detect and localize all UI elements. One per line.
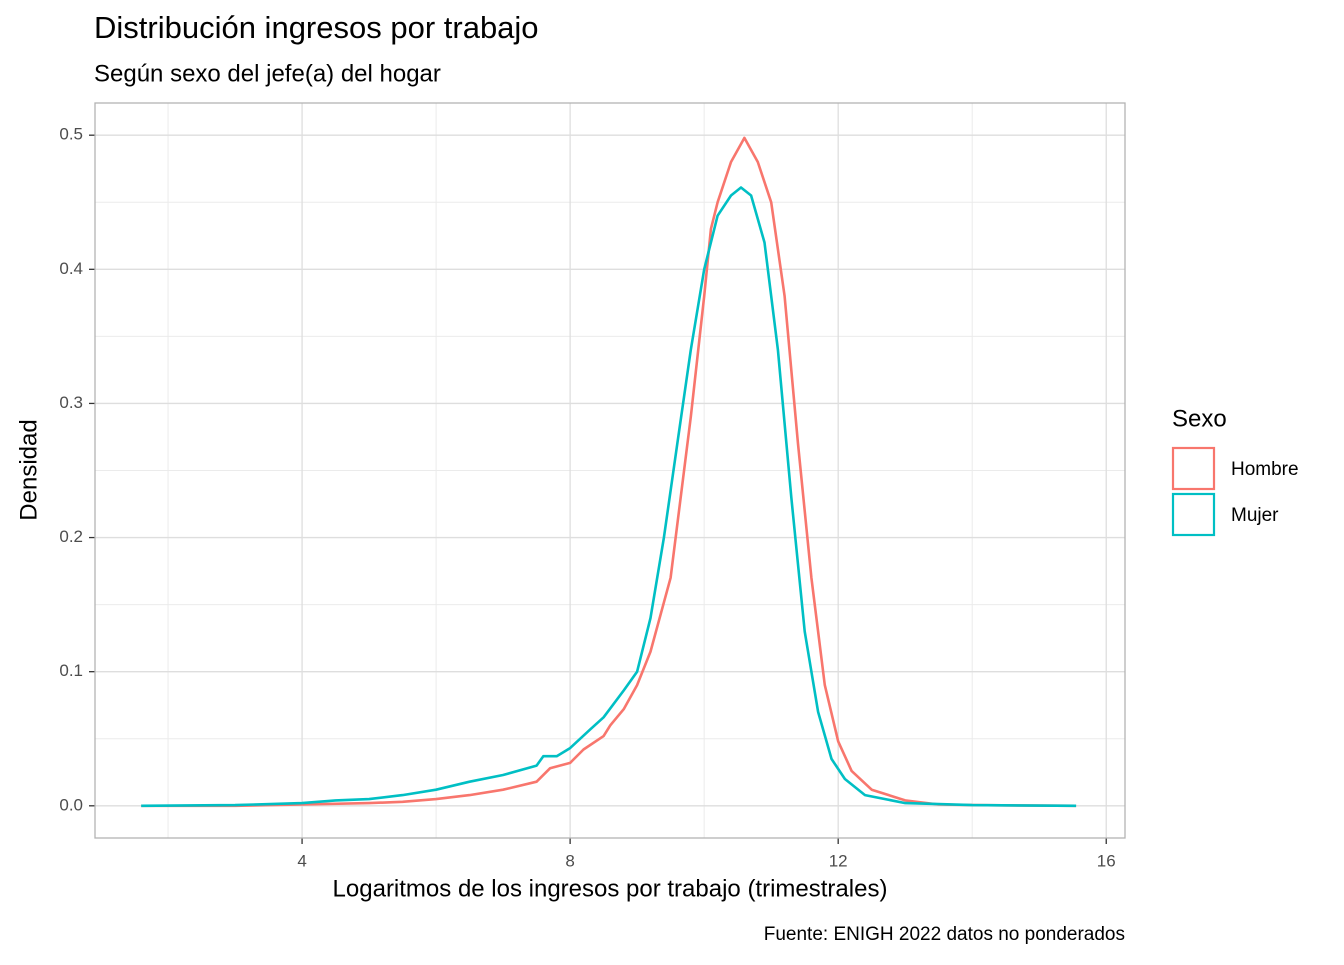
y-tick-label: 0.1: [59, 661, 83, 680]
y-tick-label: 0.5: [59, 125, 83, 144]
density-line: [141, 186, 1077, 808]
legend-key: [1171, 446, 1216, 491]
legend-label: Hombre: [1231, 459, 1299, 480]
x-tick-label: 8: [565, 851, 574, 870]
chart-title: Distribución ingresos por trabajo: [94, 10, 539, 45]
x-tick-label: 12: [829, 851, 848, 870]
chart-subtitle: Según sexo del jefe(a) del hogar: [94, 60, 441, 87]
x-axis-label: Logaritmos de los ingresos por trabajo (…: [333, 875, 888, 902]
density-line: [141, 136, 1077, 808]
legend-label: Mujer: [1231, 505, 1279, 526]
legend-key: [1171, 492, 1216, 537]
legend-title: Sexo: [1172, 405, 1227, 432]
y-tick-label: 0.2: [59, 527, 83, 546]
x-tick-label: 16: [1097, 851, 1116, 870]
plot-border: [94, 102, 1126, 839]
y-tick-label: 0.3: [59, 393, 83, 412]
y-axis-label: Densidad: [15, 419, 42, 520]
y-tick-label: 0.4: [59, 259, 83, 278]
caption: Fuente: ENIGH 2022 datos no ponderados: [764, 924, 1125, 945]
x-tick-label: 4: [297, 851, 306, 870]
y-tick-label: 0.0: [59, 795, 83, 814]
